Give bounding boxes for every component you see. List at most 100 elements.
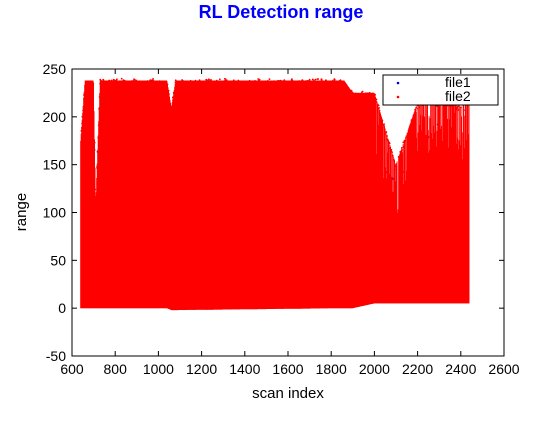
legend: file1 file2: [382, 74, 499, 106]
point-file2: [365, 93, 368, 96]
point-file2: [261, 81, 264, 84]
point-file2: [386, 139, 389, 142]
point-file2: [455, 108, 457, 111]
point-file2: [407, 133, 409, 136]
point-file2: [182, 80, 185, 83]
point-file2: [202, 80, 205, 83]
point-file2: [275, 83, 277, 85]
y-tick-label: 50: [50, 252, 66, 268]
point-file2: [144, 82, 146, 84]
point-file2: [247, 81, 250, 84]
point-file2: [232, 79, 235, 82]
point-file2: [334, 84, 337, 86]
y-tick-label: 250: [43, 61, 67, 77]
point-file2: [166, 83, 169, 86]
point-file2: [311, 78, 314, 81]
point-file2: [123, 79, 126, 82]
point-file2: [365, 92, 367, 95]
point-file2: [145, 81, 148, 83]
point-file2: [161, 81, 164, 83]
point-file2: [375, 101, 378, 103]
point-file2: [161, 83, 163, 86]
series-file2: [80, 77, 471, 311]
point-file2: [320, 78, 323, 81]
point-file2: [294, 82, 297, 85]
point-file2: [90, 81, 92, 84]
point-file2: [371, 97, 373, 99]
point-file2: [261, 83, 263, 86]
point-file2: [416, 107, 419, 110]
x-tick-label: 800: [104, 361, 128, 377]
point-file2: [199, 84, 202, 87]
point-file2: [257, 78, 260, 80]
point-file2: [80, 130, 83, 132]
point-file2: [122, 79, 125, 82]
point-file2: [129, 83, 132, 86]
legend-marker-file2: [396, 95, 400, 99]
point-file2: [410, 119, 413, 122]
x-tick-label: 1600: [272, 361, 303, 377]
point-file2: [357, 94, 360, 97]
point-file2: [332, 79, 334, 82]
point-file2: [369, 95, 372, 98]
point-file2: [409, 125, 411, 128]
x-axis-ticks: 600 800 1000 1200 1400 1600 1800 2000 2200 2400 26…: [60, 69, 520, 377]
point-file2: [331, 84, 334, 87]
point-file2: [278, 80, 280, 82]
point-file2: [240, 83, 243, 86]
x-tick-label: 1200: [186, 361, 217, 377]
point-file2: [197, 83, 199, 86]
point-file2: [451, 106, 454, 109]
point-file2: [163, 83, 166, 85]
point-file2: [199, 82, 201, 85]
point-file2: [266, 80, 269, 82]
point-file2: [254, 80, 256, 82]
point-file2: [383, 128, 386, 131]
point-file2: [298, 80, 301, 82]
y-axis-label: range: [13, 193, 30, 231]
point-file2: [271, 81, 274, 83]
point-file2: [399, 151, 402, 153]
point-file2: [412, 114, 415, 117]
point-file2: [317, 78, 320, 80]
point-file2: [167, 89, 170, 92]
point-file2: [205, 78, 208, 81]
point-file2: [133, 78, 136, 81]
point-file2: [153, 81, 156, 83]
point-file2: [388, 141, 390, 144]
point-file2: [381, 119, 384, 122]
point-file2: [237, 79, 240, 82]
point-file2: [332, 82, 334, 85]
point-file2: [292, 82, 295, 84]
point-file2: [333, 78, 336, 81]
point-file2: [138, 82, 141, 85]
point-file2: [385, 131, 387, 134]
point-file2: [308, 81, 310, 84]
y-tick-label: 200: [43, 109, 67, 125]
y-tick-label: 0: [58, 300, 66, 316]
point-file2: [250, 84, 253, 87]
point-file2: [153, 84, 156, 87]
point-file2: [378, 109, 381, 112]
point-file2: [203, 83, 206, 86]
point-file2: [232, 82, 235, 84]
point-file2: [354, 92, 357, 95]
point-file2: [210, 79, 212, 81]
point-file2: [289, 80, 292, 83]
point-file2: [122, 81, 125, 84]
point-file2: [359, 96, 362, 98]
point-file2: [259, 80, 262, 83]
point-file2: [283, 82, 286, 85]
point-file2: [168, 93, 170, 95]
point-file2: [211, 83, 214, 86]
point-file2: [337, 82, 339, 85]
point-file2: [171, 106, 174, 108]
point-file2: [384, 133, 386, 135]
point-file2: [83, 94, 85, 96]
point-file2: [158, 80, 161, 82]
point-file2: [360, 91, 363, 94]
point-file2: [383, 123, 385, 125]
point-file2: [108, 79, 111, 82]
point-file2: [256, 82, 258, 84]
point-file2: [188, 80, 191, 83]
